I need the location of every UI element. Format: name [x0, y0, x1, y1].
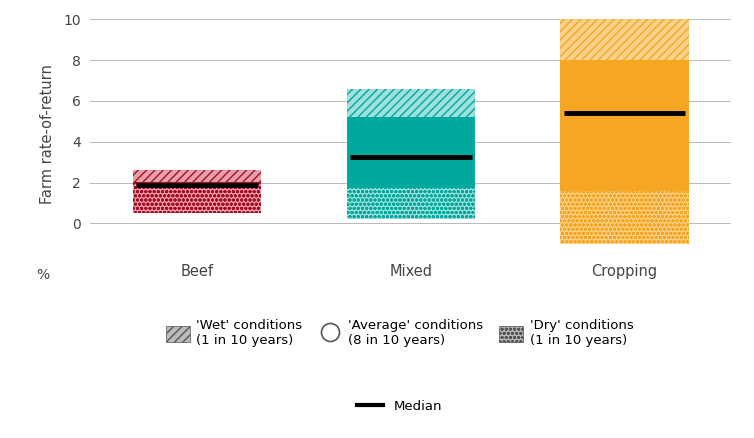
Bar — [560, 60, 688, 191]
Bar — [347, 188, 475, 219]
Bar — [560, 19, 688, 60]
Bar — [347, 88, 475, 117]
Bar — [560, 19, 688, 60]
Bar — [133, 170, 262, 182]
Bar — [347, 117, 475, 188]
Y-axis label: Farm rate-of-return: Farm rate-of-return — [40, 64, 55, 204]
Legend: Median: Median — [351, 395, 448, 418]
Text: %: % — [36, 268, 49, 283]
Bar — [133, 182, 262, 184]
Bar — [347, 188, 475, 219]
Bar — [347, 88, 475, 117]
Legend: 'Wet' conditions
(1 in 10 years), 'Average' conditions
(8 in 10 years), 'Dry' co: 'Wet' conditions (1 in 10 years), 'Avera… — [161, 314, 639, 353]
Bar — [133, 184, 262, 213]
Bar — [133, 170, 262, 182]
Bar — [133, 184, 262, 213]
Bar — [560, 191, 688, 244]
Bar — [560, 191, 688, 244]
